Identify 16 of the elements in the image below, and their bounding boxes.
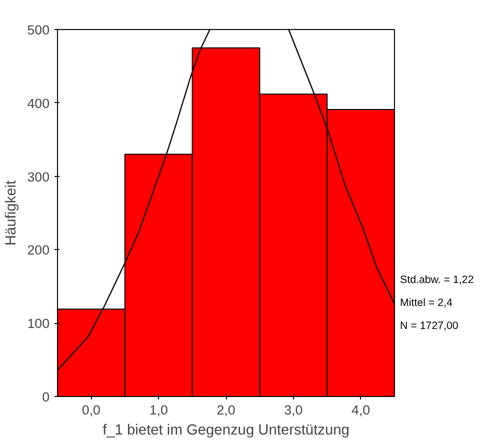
x-tick-label: 1,0 [149, 402, 168, 418]
x-tick-label: 2,0 [216, 402, 236, 418]
x-tick-label: 0,0 [82, 402, 100, 418]
y-tick-label: 100 [27, 316, 50, 332]
x-tick-label: 3,0 [284, 402, 303, 418]
y-axis-title: Häufigkeit [3, 180, 20, 246]
y-tick-label: 500 [27, 22, 50, 38]
x-axis-title: f_1 bietet im Gegenzug Unterstützung [102, 422, 350, 438]
x-tick-label: 4,0 [352, 402, 370, 418]
y-tick-label: 300 [27, 169, 50, 184]
y-tick-label: 400 [27, 96, 50, 111]
y-tick-label: 0 [42, 390, 50, 404]
text: Mittel = 2,4 [400, 296, 452, 311]
text: N = 1727,00 [400, 319, 458, 334]
y-tick-label: 200 [27, 242, 50, 258]
text: Std.abw. = 1,22 [400, 273, 474, 288]
